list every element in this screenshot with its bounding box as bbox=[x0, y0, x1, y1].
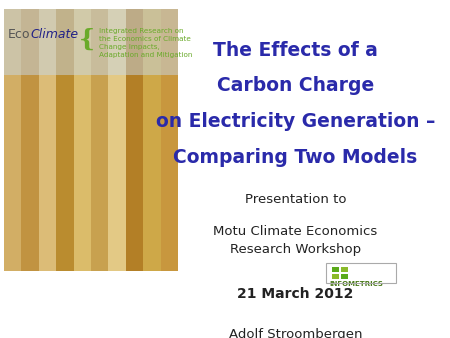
FancyBboxPatch shape bbox=[108, 9, 126, 271]
Text: on Electricity Generation –: on Electricity Generation – bbox=[156, 112, 435, 131]
Text: Carbon Charge: Carbon Charge bbox=[216, 76, 374, 95]
FancyBboxPatch shape bbox=[56, 9, 74, 271]
FancyBboxPatch shape bbox=[91, 9, 108, 271]
Text: The Effects of a: The Effects of a bbox=[213, 41, 378, 59]
Text: Presentation to: Presentation to bbox=[244, 193, 346, 207]
FancyBboxPatch shape bbox=[126, 9, 143, 271]
FancyBboxPatch shape bbox=[161, 9, 178, 271]
Text: Eco: Eco bbox=[8, 28, 31, 41]
Text: {: { bbox=[79, 28, 95, 52]
Text: Integrated Research on
the Economics of Climate
Change Impacts,
Adaptation and M: Integrated Research on the Economics of … bbox=[99, 28, 193, 58]
Text: Adolf Stroombergen: Adolf Stroombergen bbox=[229, 328, 362, 338]
FancyBboxPatch shape bbox=[74, 9, 91, 271]
FancyBboxPatch shape bbox=[39, 9, 56, 271]
FancyBboxPatch shape bbox=[341, 274, 348, 279]
FancyBboxPatch shape bbox=[341, 267, 348, 272]
Text: INFOMETRICS: INFOMETRICS bbox=[329, 282, 383, 287]
FancyBboxPatch shape bbox=[4, 9, 178, 75]
FancyBboxPatch shape bbox=[22, 9, 39, 271]
FancyBboxPatch shape bbox=[332, 274, 339, 279]
Text: Motu Climate Economics
Research Workshop: Motu Climate Economics Research Workshop bbox=[213, 225, 378, 256]
Text: Comparing Two Models: Comparing Two Models bbox=[173, 148, 418, 167]
Text: 21 March 2012: 21 March 2012 bbox=[237, 287, 353, 301]
Text: Climate: Climate bbox=[30, 28, 78, 41]
FancyBboxPatch shape bbox=[332, 267, 339, 272]
FancyBboxPatch shape bbox=[4, 9, 22, 271]
FancyBboxPatch shape bbox=[4, 9, 178, 271]
FancyBboxPatch shape bbox=[143, 9, 161, 271]
